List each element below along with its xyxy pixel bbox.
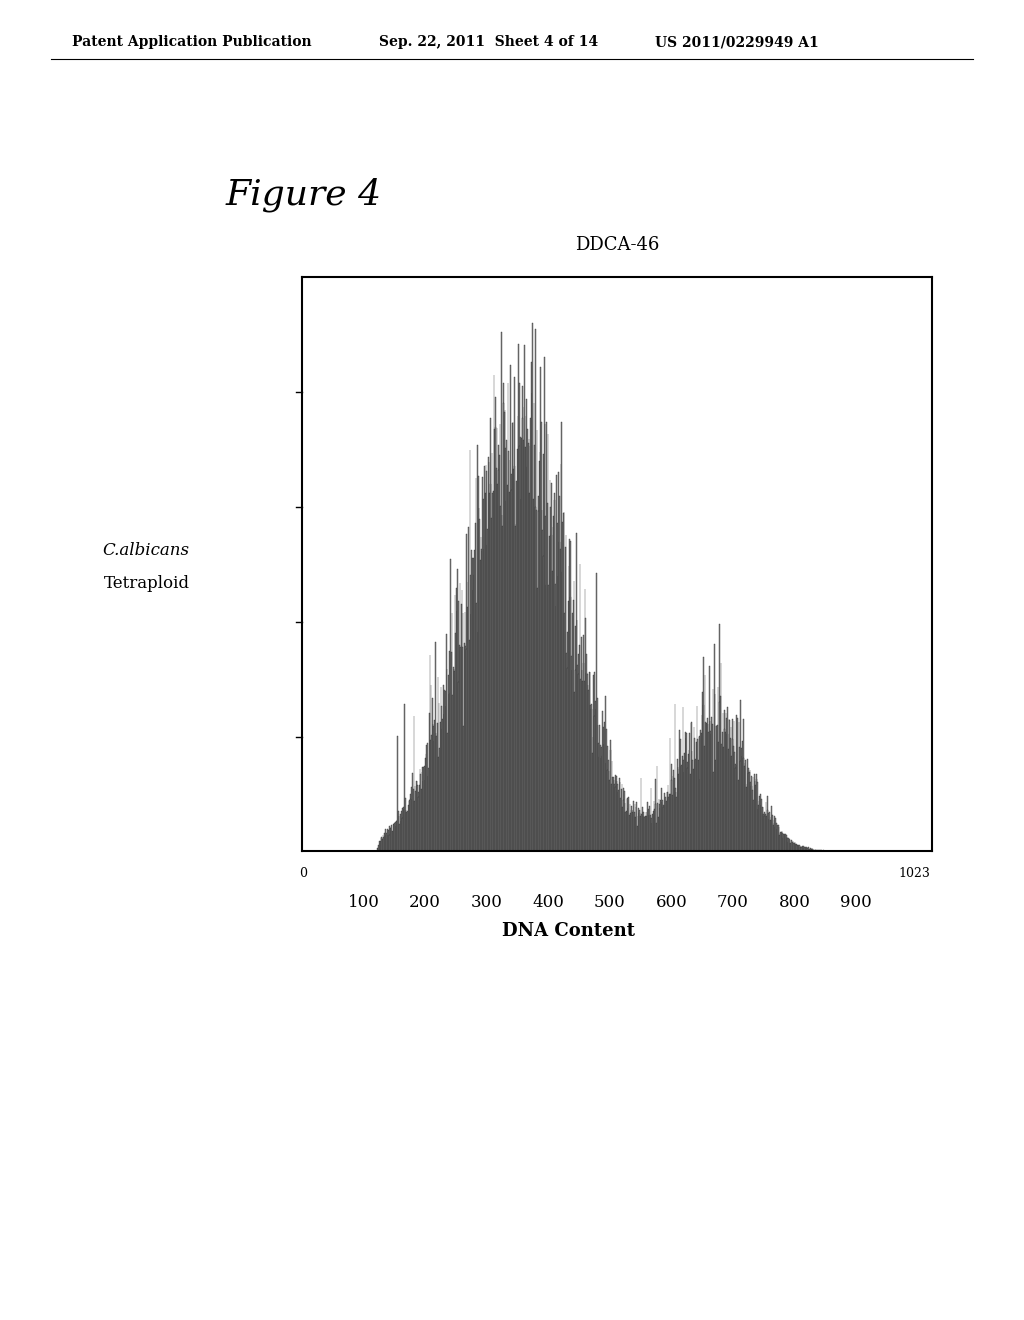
Text: 100: 100	[348, 895, 380, 912]
Text: Tetraploid: Tetraploid	[103, 576, 189, 591]
Text: 200: 200	[410, 895, 441, 912]
Text: C.albicans: C.albicans	[102, 543, 189, 558]
Text: 500: 500	[594, 895, 626, 912]
Text: 600: 600	[655, 895, 687, 912]
Text: 900: 900	[841, 895, 872, 912]
Text: 300: 300	[471, 895, 503, 912]
Text: 400: 400	[532, 895, 564, 912]
Text: 700: 700	[717, 895, 749, 912]
Text: Sep. 22, 2011  Sheet 4 of 14: Sep. 22, 2011 Sheet 4 of 14	[379, 36, 598, 49]
Text: DDCA-46: DDCA-46	[574, 236, 659, 255]
Text: DNA Content: DNA Content	[502, 921, 635, 940]
Text: Figure 4: Figure 4	[225, 178, 381, 213]
Text: 0: 0	[299, 867, 307, 880]
Text: Patent Application Publication: Patent Application Publication	[72, 36, 311, 49]
Text: US 2011/0229949 A1: US 2011/0229949 A1	[655, 36, 819, 49]
Text: 800: 800	[778, 895, 811, 912]
Text: 1023: 1023	[899, 867, 931, 880]
